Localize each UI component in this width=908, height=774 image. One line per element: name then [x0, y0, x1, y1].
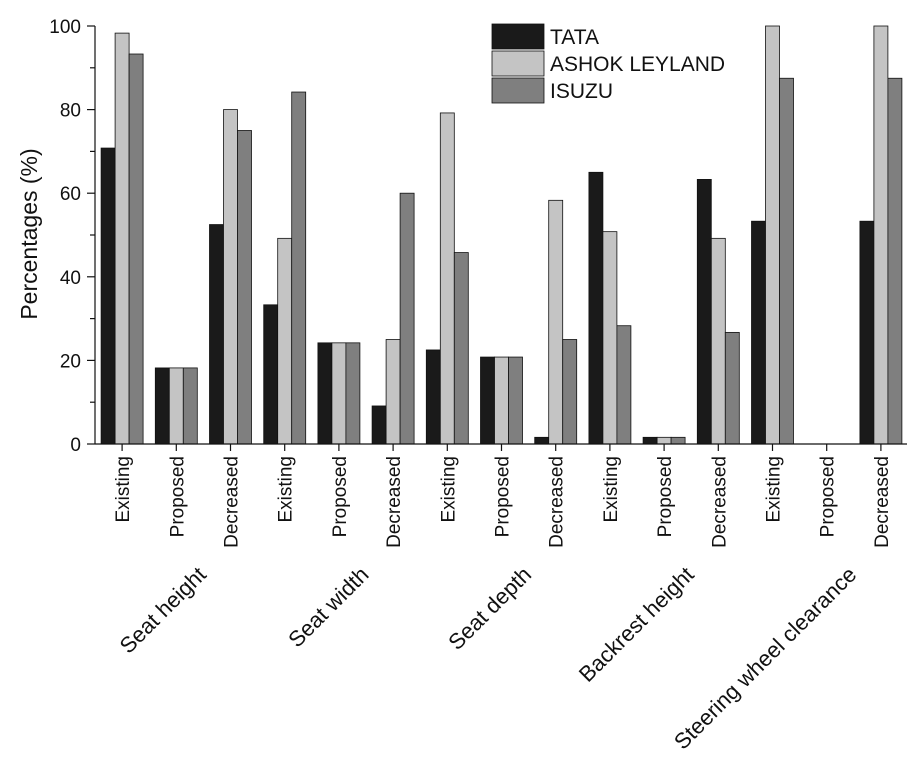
bar-tata-8 — [480, 356, 495, 445]
x-tick-label: Proposed — [330, 456, 351, 537]
bar-isuzu-1 — [128, 53, 144, 445]
bar-isuzu-4 — [291, 91, 307, 445]
group-label: Seat depth — [443, 562, 536, 655]
y-tick-label: 80 — [60, 101, 81, 122]
legend: TATA ASHOK LEYLAND ISUZU — [491, 23, 725, 104]
y-tick-label: 40 — [60, 268, 81, 289]
bar-isuzu-2 — [182, 367, 198, 445]
x-tick-label: Decreased — [872, 456, 893, 548]
y-tick-label: 60 — [60, 184, 81, 205]
legend-swatch-tata — [491, 23, 545, 50]
bar-tata-2 — [154, 367, 170, 445]
bar-tata-1 — [100, 147, 116, 445]
legend-label-ashok-leyland: ASHOK LEYLAND — [550, 53, 725, 76]
y-tick-label: 0 — [70, 435, 81, 456]
bar-tata-4 — [263, 304, 279, 445]
bar-isuzu-6 — [399, 192, 415, 445]
bar-isuzu-5 — [345, 342, 361, 445]
group-label: Seat width — [283, 562, 373, 652]
x-tick-label: Existing — [276, 456, 297, 523]
x-tick-label: Decreased — [709, 456, 730, 548]
bar-isuzu-3 — [237, 130, 252, 445]
x-tick-label: Existing — [764, 456, 785, 523]
bar-tata-5 — [317, 342, 333, 445]
y-axis-title: Percentages (%) — [16, 148, 42, 319]
bar-tata-12 — [696, 179, 712, 445]
x-tick-label: Existing — [438, 456, 459, 523]
axes-layer — [87, 25, 907, 451]
legend-swatch-ashok-leyland — [491, 50, 545, 77]
bar-ashok-leyland-7 — [439, 112, 455, 445]
group-label: Seat height — [115, 562, 211, 658]
bar-ashok-leyland-6 — [385, 339, 401, 445]
bar-ashok-leyland-10 — [602, 231, 618, 445]
bars-layer — [100, 25, 903, 445]
bar-tata-13 — [751, 220, 766, 445]
bar-ashok-leyland-15 — [873, 25, 889, 445]
x-tick-label: Existing — [601, 456, 622, 523]
x-tick-label: Decreased — [547, 456, 568, 548]
bar-ashok-leyland-11 — [656, 436, 672, 445]
bar-isuzu-11 — [670, 436, 686, 445]
bar-tata-15 — [859, 220, 875, 445]
legend-label-tata: TATA — [550, 26, 599, 49]
legend-label-isuzu: ISUZU — [550, 80, 613, 103]
bar-isuzu-13 — [779, 77, 794, 445]
bar-tata-7 — [425, 349, 441, 445]
bar-ashok-leyland-5 — [331, 342, 347, 445]
group-label: Backrest height — [574, 562, 699, 687]
y-tick-label: 20 — [60, 351, 81, 372]
x-tick-label: Proposed — [655, 456, 676, 537]
bar-tata-6 — [371, 405, 387, 445]
bar-ashok-leyland-2 — [168, 367, 184, 445]
bar-ashok-leyland-4 — [277, 237, 293, 445]
y-tick-label: 100 — [49, 17, 81, 38]
bar-ashok-leyland-8 — [494, 356, 509, 445]
bar-isuzu-15 — [887, 77, 903, 445]
x-tick-label: Existing — [113, 456, 134, 523]
bar-isuzu-10 — [616, 325, 632, 445]
bar-isuzu-12 — [724, 331, 740, 445]
bar-tata-11 — [642, 436, 658, 445]
group-label: Steering wheel clearance — [669, 562, 861, 754]
bar-ashok-leyland-13 — [765, 25, 780, 445]
bar-ashok-leyland-3 — [223, 109, 238, 445]
bar-ashok-leyland-12 — [710, 237, 726, 445]
x-tick-label: Decreased — [384, 456, 405, 548]
x-tick-label: Proposed — [818, 456, 839, 537]
bar-isuzu-8 — [508, 356, 523, 445]
x-tick-label: Decreased — [222, 456, 243, 548]
x-tick-label: Proposed — [493, 456, 514, 537]
bar-tata-10 — [588, 171, 604, 445]
bar-isuzu-9 — [562, 339, 578, 445]
x-tick-label: Proposed — [167, 456, 188, 537]
legend-swatch-isuzu — [491, 77, 545, 104]
bar-tata-3 — [209, 224, 224, 445]
bar-isuzu-7 — [453, 252, 469, 445]
bar-ashok-leyland-1 — [114, 32, 130, 445]
bar-ashok-leyland-9 — [548, 199, 564, 445]
bar-tata-9 — [534, 436, 550, 445]
